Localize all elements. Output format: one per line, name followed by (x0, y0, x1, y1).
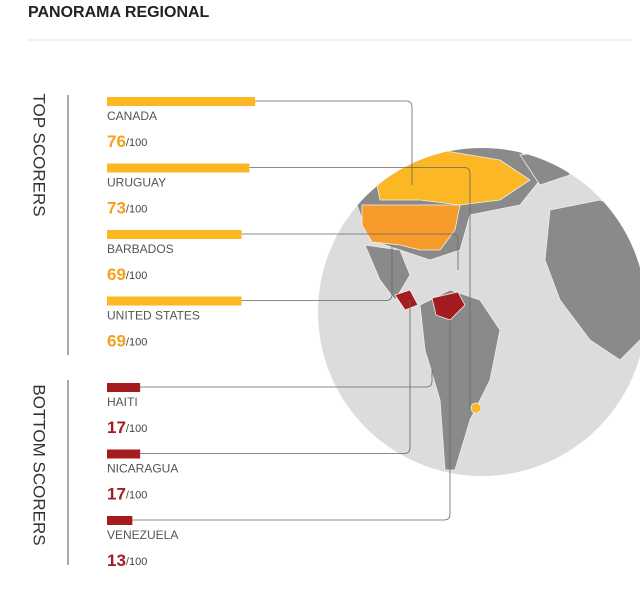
score: 17/100 (107, 418, 147, 437)
connector (241, 233, 459, 270)
score-max: /100 (126, 489, 147, 501)
score: 69/100 (107, 332, 147, 351)
country-name: VENEZUELA (107, 528, 178, 542)
connector (255, 100, 413, 185)
country-name: UNITED STATES (107, 309, 200, 323)
score-max: /100 (126, 336, 147, 348)
connector (249, 167, 471, 410)
connector (140, 300, 411, 454)
score-value: 76 (107, 132, 126, 151)
bar (107, 97, 256, 106)
score: 76/100 (107, 132, 147, 151)
page-title: PANORAMA REGIONAL (28, 4, 210, 21)
score-value: 69 (107, 265, 126, 284)
bar (107, 449, 141, 459)
bar (107, 296, 242, 306)
score: 13/100 (107, 551, 147, 570)
score-value: 69 (107, 332, 126, 351)
bar (107, 516, 133, 525)
score-max: /100 (126, 203, 147, 215)
score-max: /100 (126, 270, 147, 282)
connector (140, 370, 433, 388)
group-label: TOP SCORERS (30, 93, 49, 216)
bar (107, 383, 141, 392)
country-name: NICARAGUA (107, 462, 178, 476)
score-value: 73 (107, 199, 126, 218)
score-max: /100 (126, 556, 147, 568)
country-name: CANADA (107, 109, 157, 123)
globe (318, 148, 640, 476)
score: 17/100 (107, 485, 147, 504)
score: 69/100 (107, 265, 147, 284)
score-max: /100 (126, 137, 147, 149)
score-value: 13 (107, 551, 126, 570)
score-value: 17 (107, 485, 126, 504)
connector (132, 320, 451, 521)
score-max: /100 (126, 423, 147, 435)
group-label: BOTTOM SCORERS (30, 384, 49, 545)
connector (241, 245, 393, 301)
country-name: HAITI (107, 395, 138, 409)
country-name: URUGUAY (107, 176, 166, 190)
bar (107, 163, 250, 173)
country-name: BARBADOS (107, 242, 174, 256)
bar (107, 230, 242, 239)
score-value: 17 (107, 418, 126, 437)
score: 73/100 (107, 199, 147, 218)
